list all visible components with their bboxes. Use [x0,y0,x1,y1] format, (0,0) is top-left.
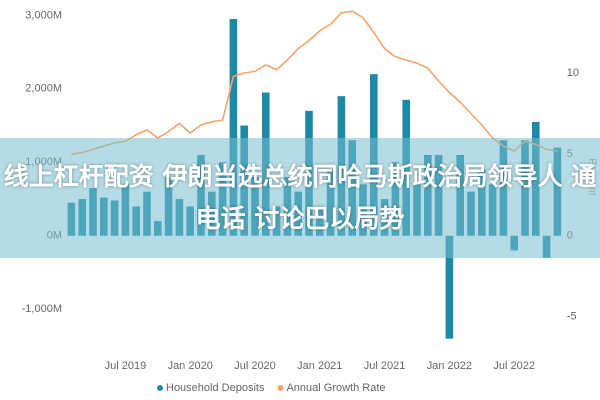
y-tick-label: 2,000M [25,83,62,95]
x-tick-label: Jul 2019 [105,360,147,372]
legend-marker [277,385,284,391]
x-tick-label: Jan 2022 [427,360,472,372]
banner: 线上杠杆配资 伊朗当选总统同哈马斯政治局领导人 通电话 讨论巴以局势 [0,138,600,258]
y2-tick-label: 10 [567,67,579,79]
banner-text: 线上杠杆配资 伊朗当选总统同哈马斯政治局领导人 通电话 讨论巴以局势 [3,162,597,233]
bar [445,235,454,339]
x-tick-label: Jul 2020 [234,360,276,372]
x-tick-label: Jan 2021 [297,360,342,372]
legend-label: Annual Growth Rate [286,382,385,394]
y-tick-label: 3,000M [25,9,62,21]
x-tick-label: Jul 2022 [493,360,535,372]
legend-marker [157,385,163,391]
y-tick-label: -1,000M [22,303,62,315]
legend-label: Household Deposits [166,382,265,394]
line [71,10,558,156]
bar [229,19,238,236]
y2-tick-label: -5 [567,311,577,323]
x-tick-label: Jul 2021 [364,360,406,372]
x-tick-label: Jan 2020 [168,360,213,372]
